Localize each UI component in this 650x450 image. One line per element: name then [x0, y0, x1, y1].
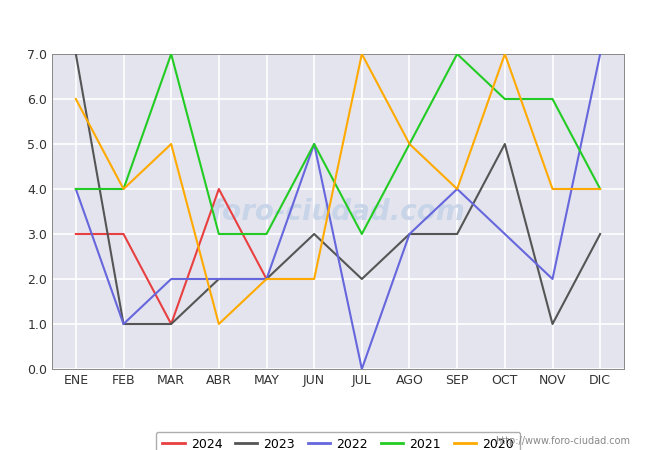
2020: [549, 186, 556, 192]
2023: [120, 321, 127, 327]
2024: [215, 186, 223, 192]
2022: [453, 186, 461, 192]
2022: [215, 276, 223, 282]
2020: [358, 51, 366, 57]
2021: [215, 231, 223, 237]
Line: 2020: 2020: [76, 54, 600, 324]
2023: [310, 231, 318, 237]
Text: http://www.foro-ciudad.com: http://www.foro-ciudad.com: [495, 436, 630, 446]
2021: [549, 96, 556, 102]
2021: [167, 51, 175, 57]
2020: [406, 141, 413, 147]
2022: [167, 276, 175, 282]
2022: [596, 51, 604, 57]
2023: [263, 276, 270, 282]
2020: [501, 51, 509, 57]
2021: [120, 186, 127, 192]
Line: 2022: 2022: [76, 54, 600, 369]
2020: [215, 321, 223, 327]
2020: [263, 276, 270, 282]
2024: [72, 231, 80, 237]
2022: [358, 366, 366, 372]
2022: [120, 321, 127, 327]
2022: [406, 231, 413, 237]
2024: [167, 321, 175, 327]
Text: Matriculaciones de Vehiculos en Toreno: Matriculaciones de Vehiculos en Toreno: [148, 11, 502, 29]
Text: foro-ciudad.com: foro-ciudad.com: [211, 198, 465, 225]
Line: 2021: 2021: [76, 54, 600, 234]
Line: 2023: 2023: [76, 54, 600, 324]
2020: [596, 186, 604, 192]
2021: [72, 186, 80, 192]
2023: [358, 276, 366, 282]
2022: [310, 141, 318, 147]
2022: [72, 186, 80, 192]
2022: [263, 276, 270, 282]
Line: 2024: 2024: [76, 189, 266, 324]
2024: [120, 231, 127, 237]
2021: [501, 96, 509, 102]
2023: [453, 231, 461, 237]
Legend: 2024, 2023, 2022, 2021, 2020: 2024, 2023, 2022, 2021, 2020: [156, 432, 520, 450]
2022: [549, 276, 556, 282]
2021: [453, 51, 461, 57]
2020: [72, 96, 80, 102]
2024: [263, 276, 270, 282]
2020: [453, 186, 461, 192]
2020: [120, 186, 127, 192]
2021: [596, 186, 604, 192]
2021: [358, 231, 366, 237]
2021: [406, 141, 413, 147]
2020: [167, 141, 175, 147]
2023: [167, 321, 175, 327]
2023: [501, 141, 509, 147]
2023: [596, 231, 604, 237]
2022: [501, 231, 509, 237]
2021: [310, 141, 318, 147]
2020: [310, 276, 318, 282]
2023: [549, 321, 556, 327]
2023: [215, 276, 223, 282]
2021: [263, 231, 270, 237]
2023: [72, 51, 80, 57]
2023: [406, 231, 413, 237]
